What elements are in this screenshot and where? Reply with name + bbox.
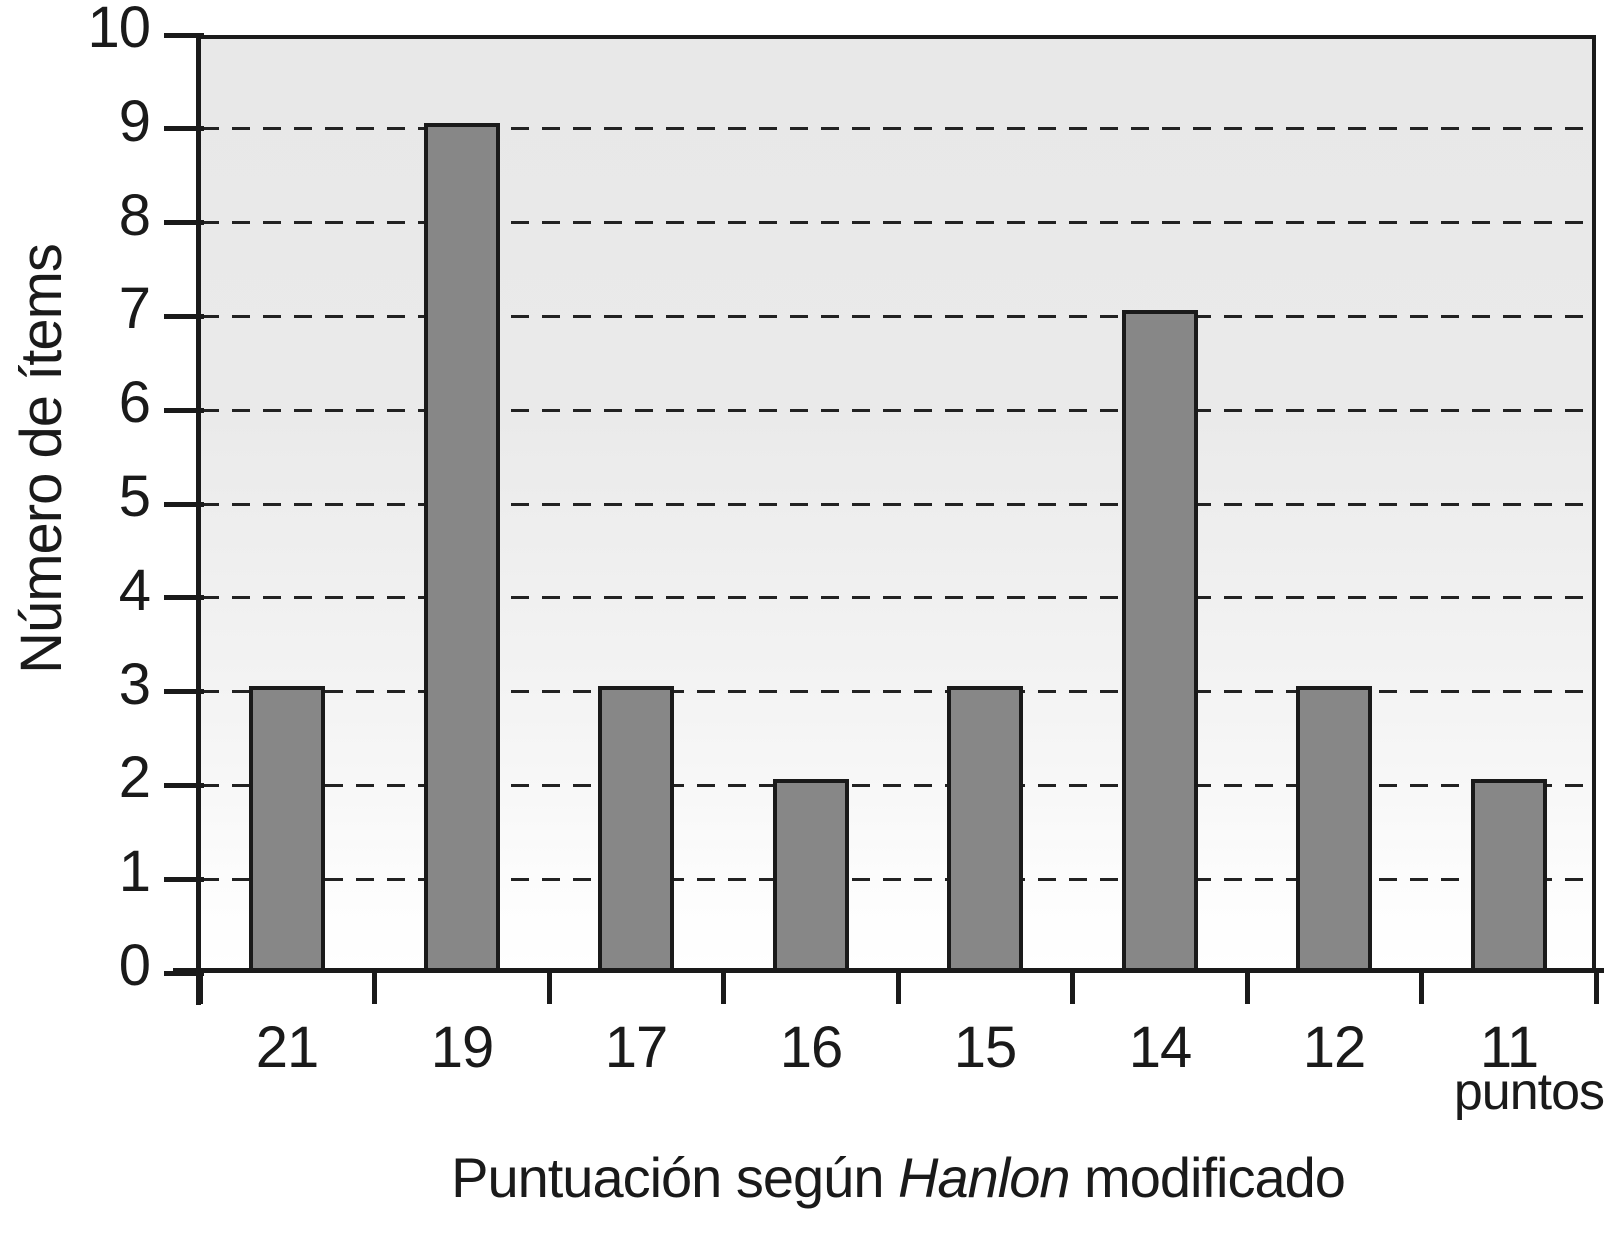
bar-21 <box>249 686 325 973</box>
x-unit-label: puntos <box>1453 1063 1605 1121</box>
x-axis-title-pre: Puntuación según <box>451 1146 899 1209</box>
x-tick-label-11: 11 <box>1479 1015 1539 1080</box>
y-tick-2 <box>164 783 204 788</box>
x-tick-label-12: 12 <box>1302 1015 1367 1080</box>
gridline-y8 <box>201 221 1593 224</box>
y-tick-7 <box>164 314 204 319</box>
y-tick-10 <box>164 33 204 38</box>
x-axis-title-post: modificado <box>1069 1146 1346 1209</box>
x-axis-line <box>173 968 1604 973</box>
gridline-y2 <box>201 784 1593 787</box>
bar-12 <box>1296 686 1372 973</box>
y-tick-label-0: 0 <box>118 933 151 998</box>
y-tick-1 <box>164 877 204 882</box>
gridline-y1 <box>201 878 1593 881</box>
bar-19 <box>424 123 500 973</box>
x-tick-0 <box>198 971 203 1004</box>
bar-14 <box>1122 310 1198 973</box>
x-tick-label-16: 16 <box>779 1015 844 1080</box>
y-tick-label-5: 5 <box>118 464 151 529</box>
x-tick-label-17: 17 <box>604 1015 669 1080</box>
bar-17 <box>598 686 674 973</box>
x-tick-5 <box>1070 971 1075 1004</box>
x-tick-label-14: 14 <box>1128 1015 1193 1080</box>
gridline-y7 <box>201 315 1593 318</box>
y-tick-3 <box>164 689 204 694</box>
bar-15 <box>947 686 1023 973</box>
x-tick-4 <box>896 971 901 1004</box>
y-tick-4 <box>164 595 204 600</box>
gridline-y4 <box>201 596 1593 599</box>
y-tick-0 <box>164 971 204 976</box>
x-tick-2 <box>547 971 552 1004</box>
x-axis-title-italic: Hanlon <box>898 1146 1070 1209</box>
bar-16 <box>773 779 849 973</box>
x-tick-3 <box>721 971 726 1004</box>
x-tick-8 <box>1594 971 1599 1004</box>
y-tick-label-1: 1 <box>118 839 151 904</box>
x-axis-title: Puntuación según Hanlon modificado <box>200 1146 1596 1210</box>
x-tick-6 <box>1245 971 1250 1004</box>
y-tick-label-10: 10 <box>87 0 151 60</box>
x-tick-label-21: 21 <box>255 1015 320 1080</box>
gridline-y5 <box>201 503 1593 506</box>
y-tick-9 <box>164 126 204 131</box>
x-tick-1 <box>372 971 377 1004</box>
y-tick-label-7: 7 <box>118 276 151 341</box>
y-axis-line <box>196 35 201 1005</box>
bar-11 <box>1471 779 1547 973</box>
gridline-y9 <box>201 127 1593 130</box>
y-tick-label-6: 6 <box>118 370 151 435</box>
y-tick-label-3: 3 <box>118 652 151 717</box>
x-tick-7 <box>1419 971 1424 1004</box>
gridline-y6 <box>201 409 1593 412</box>
y-tick-8 <box>164 220 204 225</box>
x-tick-label-19: 19 <box>430 1015 495 1080</box>
x-tick-label-15: 15 <box>953 1015 1018 1080</box>
y-tick-5 <box>164 502 204 507</box>
y-tick-label-2: 2 <box>118 745 151 810</box>
gridline-y3 <box>201 690 1593 693</box>
y-tick-label-9: 9 <box>118 89 151 154</box>
y-tick-label-8: 8 <box>118 183 151 248</box>
y-tick-6 <box>164 408 204 413</box>
y-tick-label-4: 4 <box>118 558 151 623</box>
